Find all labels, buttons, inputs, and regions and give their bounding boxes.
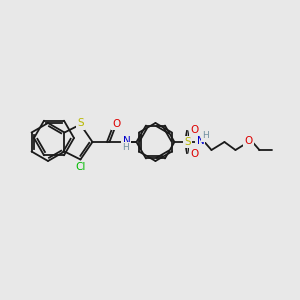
- Text: H: H: [202, 131, 209, 140]
- Text: Cl: Cl: [75, 163, 85, 172]
- Text: O: O: [190, 125, 199, 135]
- Text: H: H: [122, 143, 129, 152]
- Text: S: S: [184, 137, 191, 147]
- Text: S: S: [77, 118, 84, 128]
- Text: O: O: [190, 149, 199, 159]
- Text: N: N: [123, 136, 130, 146]
- Text: N: N: [196, 136, 204, 146]
- Text: O: O: [244, 136, 253, 146]
- Text: O: O: [112, 119, 121, 129]
